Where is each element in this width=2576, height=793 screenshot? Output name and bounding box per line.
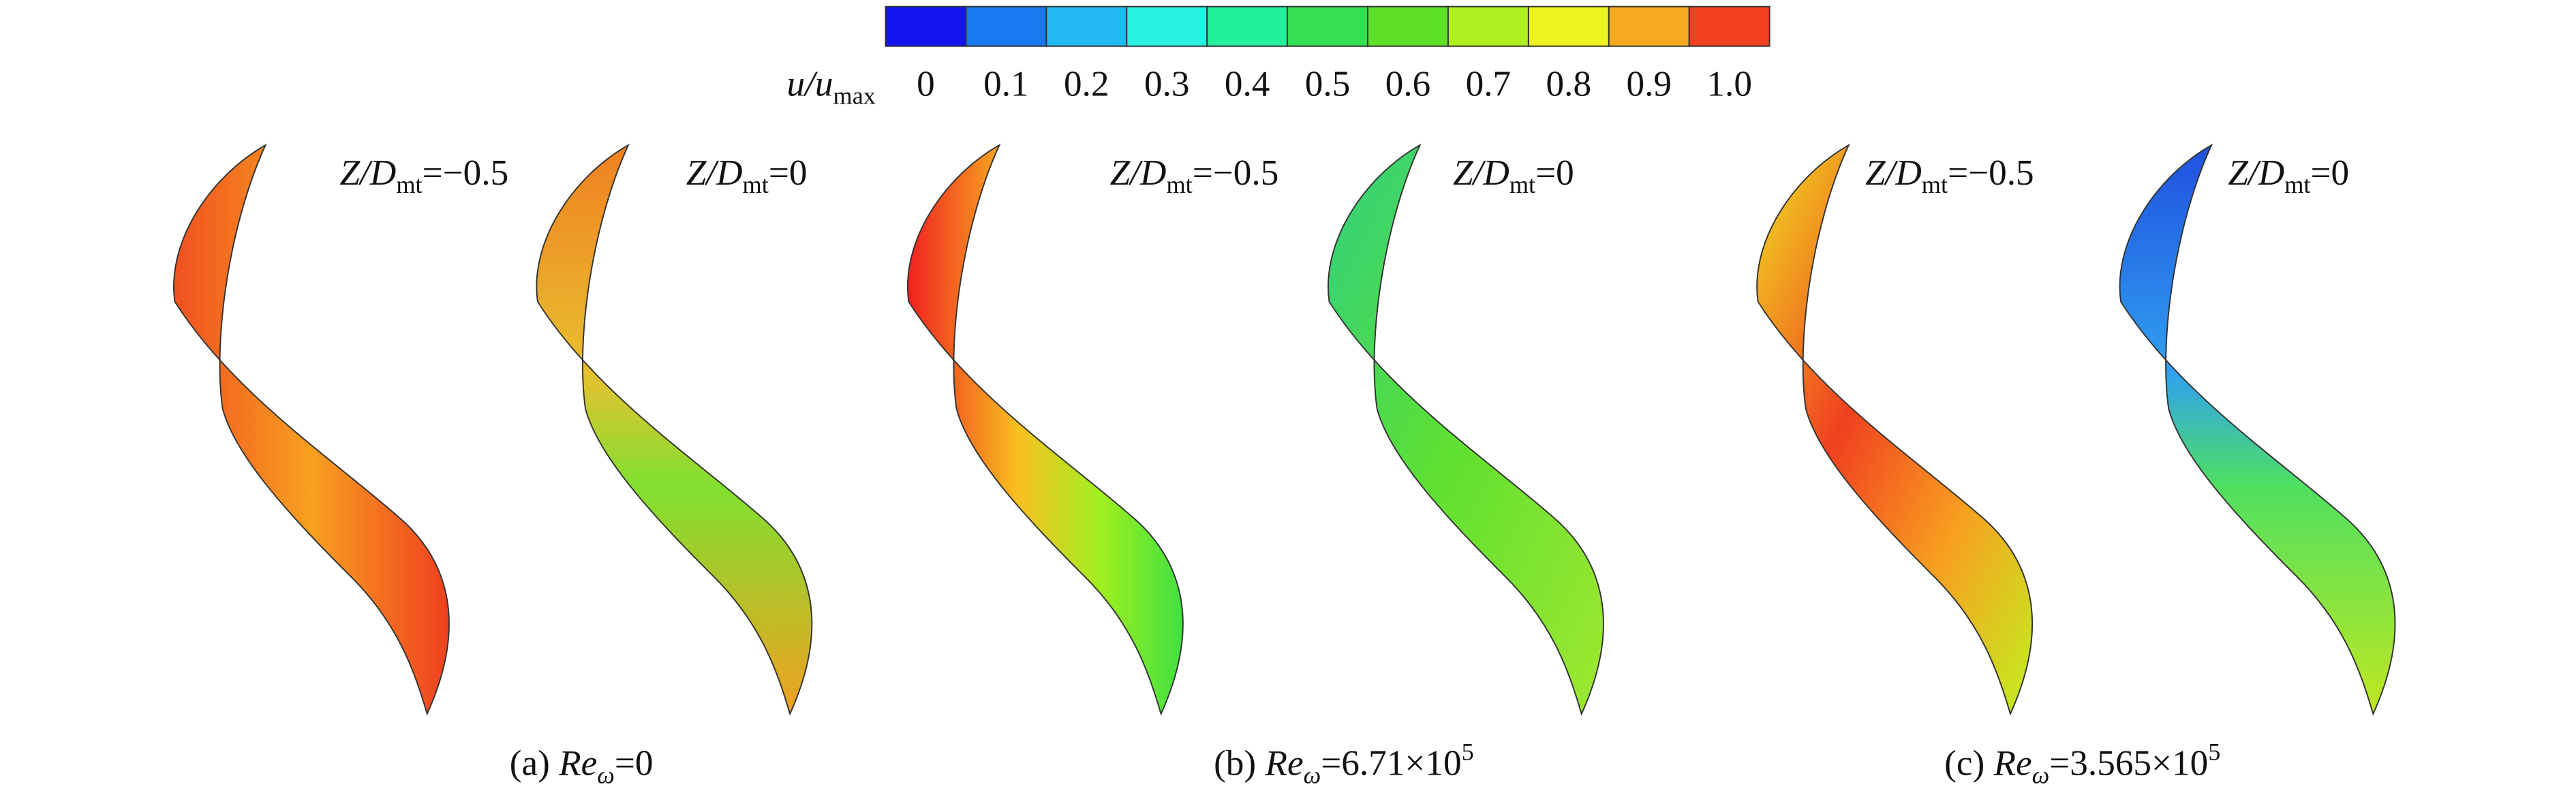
blades bbox=[172, 144, 2396, 715]
caption-sub: ω bbox=[2032, 761, 2050, 788]
caption-var: Re bbox=[1264, 743, 1303, 783]
colorbar-tick-label: 0.9 bbox=[1626, 63, 1672, 104]
colorbar-swatch bbox=[965, 5, 1047, 47]
panel-label-var: Z/D bbox=[1865, 153, 1922, 193]
colorbar-tick-label: 0.6 bbox=[1385, 63, 1431, 104]
panel-label-sub: mt bbox=[396, 171, 422, 198]
panel-label-rest: =−0.5 bbox=[1948, 153, 2034, 193]
caption-rest: =3.565×10 bbox=[2049, 743, 2208, 783]
panel-label: Z/Dmt=−0.5 bbox=[340, 153, 509, 198]
colorbar-title-main: u/u bbox=[787, 63, 833, 104]
panel-label-sub: mt bbox=[1166, 171, 1192, 198]
colorbar-swatch bbox=[1045, 5, 1128, 47]
caption-prefix: (b) bbox=[1214, 743, 1265, 783]
panel-label-sub: mt bbox=[1509, 171, 1535, 198]
blade-contour bbox=[172, 144, 450, 715]
caption-var: Re bbox=[1993, 743, 2032, 783]
labels: Z/Dmt=−0.5 Z/Dmt=0 Z/Dmt=−0.5 Z/Dmt=0 Z/Dmt=… bbox=[340, 153, 2350, 788]
panel-label-var: Z/D bbox=[1453, 153, 1509, 193]
colorbar-swatch bbox=[1287, 5, 1369, 47]
caption-sup: 5 bbox=[1462, 738, 1474, 766]
panel-label: Z/Dmt=0 bbox=[1453, 153, 1574, 198]
colorbar-tick-label: 0 bbox=[917, 63, 935, 104]
colorbar-tick-label: 0.8 bbox=[1546, 63, 1592, 104]
panel-label: Z/Dmt=−0.5 bbox=[1110, 153, 1279, 198]
panel-label-sub: mt bbox=[2284, 171, 2310, 198]
caption-var: Re bbox=[558, 743, 597, 783]
colorbar-swatch bbox=[1206, 5, 1289, 47]
caption: (c) Reω=3.565×105 bbox=[1944, 738, 2220, 789]
panel-label-var: Z/D bbox=[2228, 153, 2284, 193]
panel-label-rest: =0 bbox=[1535, 153, 1574, 193]
colorbar-swatch bbox=[885, 5, 967, 47]
colorbar-swatch bbox=[1126, 5, 1208, 47]
panel-label-var: Z/D bbox=[1110, 153, 1167, 193]
colorbar-tick-label: 0.4 bbox=[1225, 63, 1270, 104]
colorbar-swatch bbox=[1447, 5, 1529, 47]
caption: (a) Reω=0 bbox=[510, 743, 654, 788]
caption-sub: ω bbox=[597, 761, 615, 788]
colorbar-tick-label: 0.1 bbox=[983, 63, 1029, 104]
panel-label: Z/Dmt=0 bbox=[2228, 153, 2349, 198]
caption-sup: 5 bbox=[2208, 738, 2220, 766]
caption-prefix: (a) bbox=[510, 743, 559, 783]
colorbar-swatch bbox=[1688, 5, 1770, 47]
colorbar-tick-label: 0.2 bbox=[1064, 63, 1109, 104]
blade-contour bbox=[536, 144, 813, 715]
panel-label-var: Z/D bbox=[686, 153, 743, 193]
panel-label-sub: mt bbox=[1922, 171, 1948, 198]
blade-contour bbox=[2119, 144, 2396, 715]
panel-label-var: Z/D bbox=[340, 153, 397, 193]
colorbar-swatch bbox=[1367, 5, 1449, 47]
blade-contour bbox=[1755, 144, 2034, 715]
colorbar-title: u/umax bbox=[787, 63, 876, 109]
colorbar-swatch bbox=[1527, 5, 1610, 47]
caption: (b) Reω=6.71×105 bbox=[1214, 738, 1474, 789]
caption-sub: ω bbox=[1304, 761, 1321, 788]
colorbar-tick-label: 0.3 bbox=[1144, 63, 1190, 104]
panel-label: Z/Dmt=−0.5 bbox=[1865, 153, 2034, 198]
blade-contour bbox=[1327, 144, 1605, 715]
colorbar-tick-label: 0.5 bbox=[1305, 63, 1351, 104]
panel-label-rest: =−0.5 bbox=[423, 153, 509, 193]
panel-label: Z/Dmt=0 bbox=[686, 153, 808, 198]
panel-label-rest: =0 bbox=[2311, 153, 2350, 193]
panel-label-rest: =0 bbox=[769, 153, 808, 193]
panel-label-sub: mt bbox=[743, 171, 769, 198]
colorbar-title-sub: max bbox=[833, 82, 876, 109]
colorbar-tick-label: 0.7 bbox=[1466, 63, 1512, 104]
caption-prefix: (c) bbox=[1944, 743, 1993, 783]
caption-rest: =6.71×10 bbox=[1321, 743, 1461, 783]
panel-label-rest: =−0.5 bbox=[1193, 153, 1279, 193]
colorbar: 0 0.1 0.2 0.3 0.4 0.5 0.6 0.7 0.8 0.9 1.0 u/umax bbox=[787, 5, 1770, 109]
colorbar-tick-label: 1.0 bbox=[1706, 63, 1752, 104]
caption-rest: =0 bbox=[615, 743, 654, 783]
blade-contour bbox=[906, 144, 1184, 715]
colorbar-swatch bbox=[1608, 5, 1690, 47]
